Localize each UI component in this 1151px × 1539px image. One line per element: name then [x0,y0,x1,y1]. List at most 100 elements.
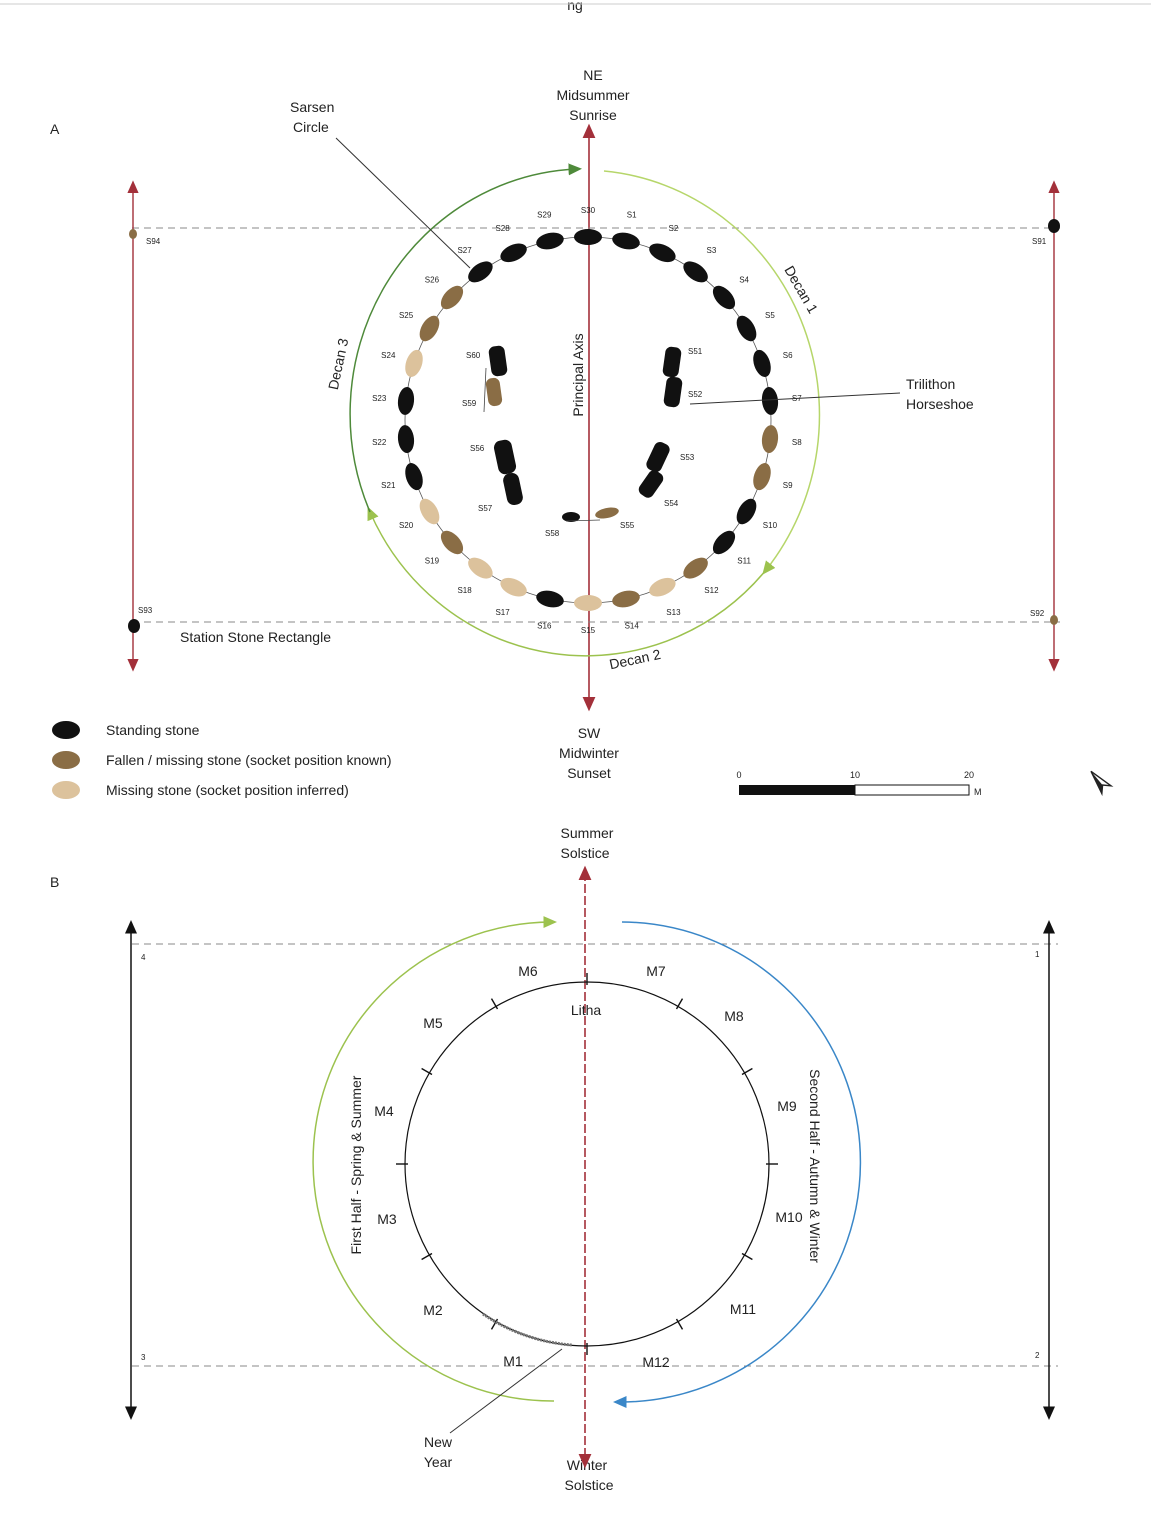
panel-b: B Summer Solstice Winter Solstice 1 2 3 … [50,825,1058,1493]
trilithon-base-line [565,519,601,522]
decan-3-label: Decan 3 [325,337,352,392]
month-label-m7: M7 [646,963,666,979]
stone-s15 [574,595,602,611]
panel-a: A Principal Axis S94 S91 S93 S92 Station… [50,67,1060,781]
month-tick [421,1067,433,1076]
stone-s6 [753,349,771,377]
stone-label-s8: S8 [792,438,802,447]
scale-bar: 0 10 20 M [736,770,981,797]
month-tick [675,1318,684,1330]
stone-label-s58: S58 [545,529,560,538]
stone-label-s56: S56 [470,444,485,453]
stone-label-s54: S54 [664,499,679,508]
station-stone-s92 [1050,615,1058,625]
stone-s25 [419,315,440,342]
scale-tick-10: 10 [850,770,860,780]
principal-axis-label: Principal Axis [570,333,586,416]
second-half-arc [613,921,862,1409]
stone-s18 [468,557,493,579]
midsummer-label: Midsummer [556,87,629,103]
station-stone-s91 [1048,219,1060,233]
stone-s26 [440,285,464,310]
stone-label-s6: S6 [783,351,793,360]
scale-tick-0: 0 [736,770,741,780]
stone-s60 [488,345,508,377]
corner-number-4: 4 [141,953,146,962]
stone-s27 [468,261,493,283]
corner-number-2: 2 [1035,1351,1040,1360]
stone-label-s13: S13 [666,608,681,617]
month-label-m1: M1 [503,1353,523,1369]
month-ticks [396,973,778,1355]
stone-label-s22: S22 [372,438,387,447]
stone-label-s19: S19 [425,557,440,566]
stone-s2 [649,243,676,263]
stone-label-s14: S14 [625,621,640,630]
scale-bar-black [739,785,855,795]
page-title: ng [567,0,583,13]
station-stone-s94 [129,229,137,239]
month-tick [741,1252,753,1261]
stone-s23 [397,386,415,415]
stone-s7 [761,386,779,415]
month-label-m2: M2 [423,1302,443,1318]
stone-s9 [753,463,771,491]
stone-s14 [612,590,640,608]
corner-number-3: 3 [141,1353,146,1362]
month-tick [741,1067,753,1076]
stone-s51 [662,346,682,378]
trilithon-label-line2: Horseshoe [906,396,974,412]
legend-fallen-label: Fallen / missing stone (socket position … [106,752,392,768]
sarsen-label-line2: Circle [293,119,329,135]
stone-label-s60: S60 [466,351,481,360]
calendar-circle [404,981,770,1347]
stone-s1 [612,232,640,250]
second-half-label: Second Half - Autumn & Winter [807,1069,823,1263]
legend-missing-swatch [52,781,80,799]
stone-label-s20: S20 [399,521,414,530]
midwinter-label: Midwinter [559,745,619,761]
stone-label-s12: S12 [704,586,719,595]
stone-s4 [712,285,736,310]
scale-tick-20: 20 [964,770,974,780]
legend-fallen-swatch [52,751,80,769]
corner-number-1: 1 [1035,950,1040,959]
stone-s3 [683,261,708,283]
stone-label-s18: S18 [457,586,472,595]
stone-label-s24: S24 [381,351,396,360]
stone-label-s5: S5 [765,311,775,320]
stone-label-s52: S52 [688,390,703,399]
stone-s59 [485,377,503,407]
sarsen-stones: S30S1S2S3S4S5S6S7S8S9S10S11S12S13S14S15S… [372,206,802,635]
stone-label-s16: S16 [537,621,552,630]
stone-s12 [683,557,708,579]
decan-1-label: Decan 1 [781,263,821,316]
sarsen-callout-line [335,137,471,269]
north-arrow-icon [1090,770,1114,797]
sunset-label: Sunset [567,765,611,781]
month-tick [490,998,499,1010]
station-stone-label-s91: S91 [1032,237,1047,246]
month-label-m4: M4 [374,1103,394,1119]
litha-label: Litha [571,1002,602,1018]
summer-solstice-label-2: Solstice [560,845,609,861]
stone-label-s53: S53 [680,453,695,462]
decan-3-arc [349,163,582,513]
stone-label-s30: S30 [581,206,596,215]
panel-a-letter: A [50,121,60,137]
station-stone-label-s93: S93 [138,606,153,615]
stone-label-s2: S2 [669,224,679,233]
stone-label-s10: S10 [763,521,778,530]
month-label-m12: M12 [642,1354,669,1370]
month-label-m11: M11 [730,1301,756,1317]
trilithon-pair-line [483,367,487,413]
stone-label-s15: S15 [581,626,596,635]
legend-standing-label: Standing stone [106,722,200,738]
decan-1-arc [603,170,821,575]
month-label-m9: M9 [777,1098,797,1114]
trilithon-callout-line [689,392,901,405]
station-stone-label-s92: S92 [1030,609,1045,618]
stone-label-s21: S21 [381,481,396,490]
first-half-arc [312,916,557,1402]
stone-s17 [500,577,527,597]
